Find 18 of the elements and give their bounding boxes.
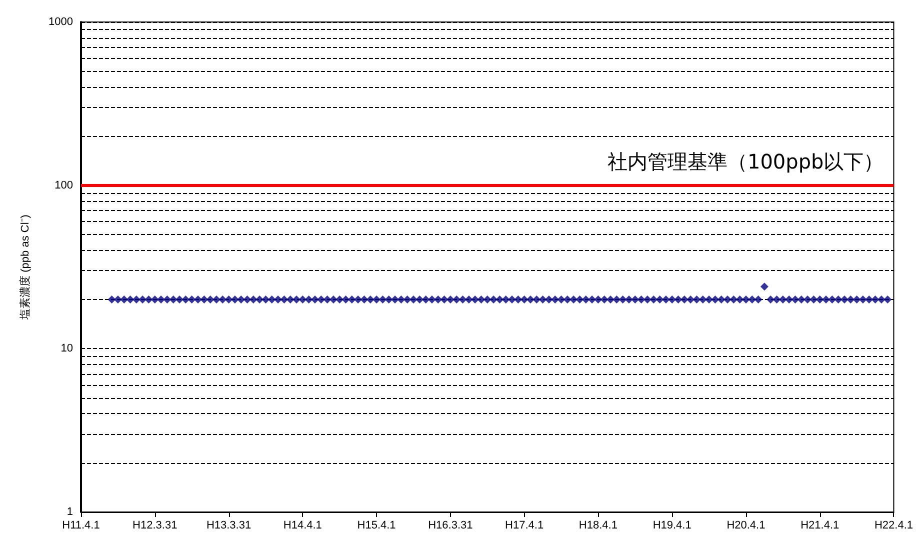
x-tick-label: H15.4.1 bbox=[357, 520, 396, 532]
ref-line-label: 社内管理基準（100ppb以下） bbox=[607, 149, 884, 174]
x-tick-label: H21.4.1 bbox=[800, 520, 840, 532]
y-tick-label: 1000 bbox=[48, 16, 73, 28]
x-tick-label: H14.4.1 bbox=[283, 520, 322, 532]
x-tick-label: H11.4.1 bbox=[62, 520, 100, 532]
y-tick-label: 10 bbox=[60, 342, 73, 355]
x-tick-label: H22.4.1 bbox=[874, 520, 913, 532]
x-tick-label: H18.4.1 bbox=[578, 520, 618, 532]
x-tick-label: H12.3.31 bbox=[132, 520, 178, 532]
x-tick-label: H13.3.31 bbox=[206, 520, 252, 532]
y-axis-title: 塩素濃度 (ppb as Cl⁻) bbox=[18, 214, 32, 320]
x-tick-label: H17.4.1 bbox=[505, 520, 544, 532]
x-tick-label: H19.4.1 bbox=[652, 520, 692, 532]
x-tick-label: H20.4.1 bbox=[726, 520, 766, 532]
y-tick-label: 1 bbox=[66, 506, 73, 518]
y-tick-label: 100 bbox=[54, 179, 73, 192]
x-tick-label: H16.3.31 bbox=[428, 520, 473, 532]
